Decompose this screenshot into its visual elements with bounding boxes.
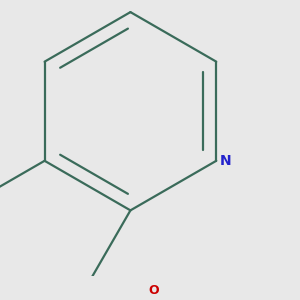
Text: O: O [148, 284, 159, 298]
Text: N: N [220, 154, 231, 168]
